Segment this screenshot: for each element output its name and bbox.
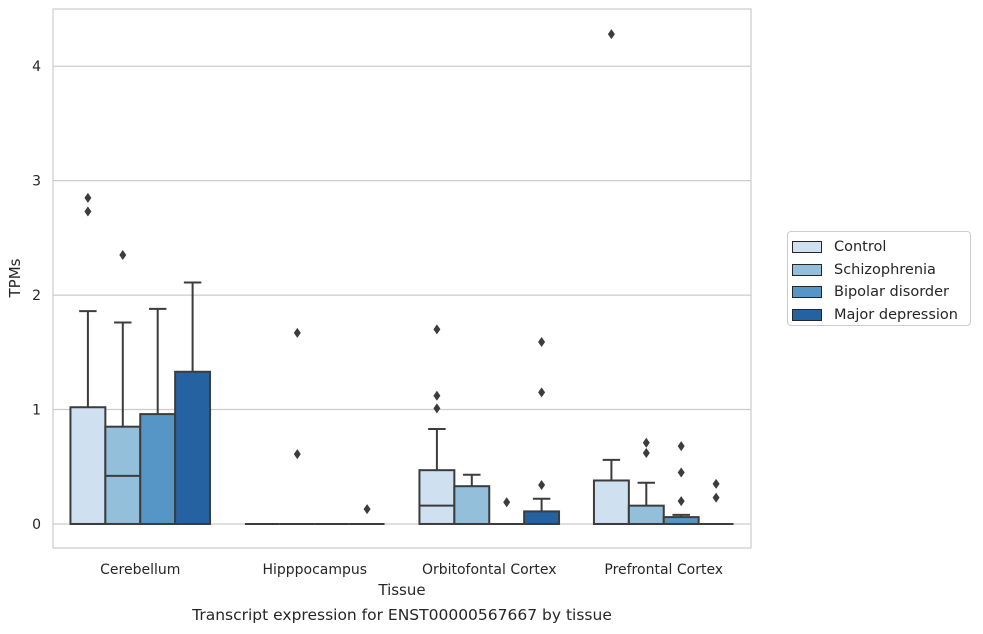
y-tick-labels: 0 1 2 3 4 <box>32 59 41 533</box>
legend-swatch <box>792 241 822 254</box>
legend-label: Schizophrenia <box>834 261 936 278</box>
outlier-point <box>363 504 371 515</box>
box <box>523 510 561 525</box>
x-tick-label: Orbitofontal Cortex <box>422 562 557 578</box>
x-tick-label: Prefrontal Cortex <box>604 562 723 578</box>
box-group <box>349 504 385 525</box>
y-tick-label: 2 <box>32 288 41 304</box>
boxes <box>69 29 734 525</box>
x-axis-label: Tissue <box>377 581 425 599</box>
box-group <box>592 29 630 525</box>
outlier-point <box>607 29 615 40</box>
legend-item-major-depression[interactable]: Major depression <box>792 304 970 327</box>
y-tick-label: 1 <box>32 403 41 419</box>
legend-swatch <box>792 308 822 321</box>
outlier-point <box>677 441 685 452</box>
x-tick-label: Cerebellum <box>100 562 180 578</box>
box <box>662 516 700 525</box>
y-tick-label: 3 <box>32 174 41 190</box>
outlier-point <box>119 250 127 261</box>
outlier-point <box>84 206 92 217</box>
outlier-point <box>642 437 650 448</box>
outlier-point <box>712 492 720 503</box>
outlier-point <box>538 480 546 491</box>
outlier-point <box>538 337 546 348</box>
y-tick-label: 4 <box>32 59 41 75</box>
box-group <box>523 337 561 525</box>
legend-item-schizophrenia[interactable]: Schizophrenia <box>792 259 970 282</box>
legend-swatch <box>792 263 822 276</box>
x-tick-labels: Cerebellum Hipppocampus Orbitofontal Corte… <box>100 562 723 578</box>
outlier-point <box>503 497 511 508</box>
plot-frame <box>52 8 752 549</box>
outlier-point <box>712 478 720 489</box>
box-group <box>453 473 491 525</box>
y-axis-label: TPMs <box>6 258 24 298</box>
box <box>453 485 491 525</box>
legend: Control Schizophrenia Bipolar disorder M… <box>787 231 971 326</box>
box-group <box>174 281 212 525</box>
legend-swatch <box>792 286 822 299</box>
box <box>418 469 456 525</box>
legend-item-control[interactable]: Control <box>792 236 970 259</box>
box <box>627 504 665 525</box>
outlier-point <box>642 448 650 459</box>
outlier-point <box>293 327 301 338</box>
outlier-point <box>538 387 546 398</box>
box-group <box>104 250 142 525</box>
box-group <box>279 327 315 525</box>
box-group <box>139 307 177 525</box>
x-tick-label: Hipppocampus <box>262 562 367 578</box>
box <box>174 370 212 525</box>
outlier-point <box>677 467 685 478</box>
box-group <box>627 437 665 525</box>
chart-caption: Transcript expression for ENST0000056766… <box>192 606 612 624</box>
outlier-point <box>84 192 92 203</box>
box <box>592 479 630 525</box>
legend-item-bipolar-disorder[interactable]: Bipolar disorder <box>792 281 970 304</box>
legend-label: Control <box>834 239 887 256</box>
box-group <box>698 478 734 525</box>
box-group <box>662 441 700 525</box>
outlier-point <box>433 390 441 401</box>
box <box>69 406 107 525</box>
box-group <box>489 497 525 525</box>
outlier-point <box>433 324 441 335</box>
y-tick-label: 0 <box>32 517 41 533</box>
legend-label: Major depression <box>834 306 958 323</box>
outlier-point <box>293 449 301 460</box>
box <box>139 413 177 525</box>
box-group <box>418 324 456 525</box>
legend-label: Bipolar disorder <box>834 284 949 301</box>
box-group <box>69 192 107 525</box>
outlier-point <box>433 403 441 414</box>
outlier-point <box>677 496 685 507</box>
